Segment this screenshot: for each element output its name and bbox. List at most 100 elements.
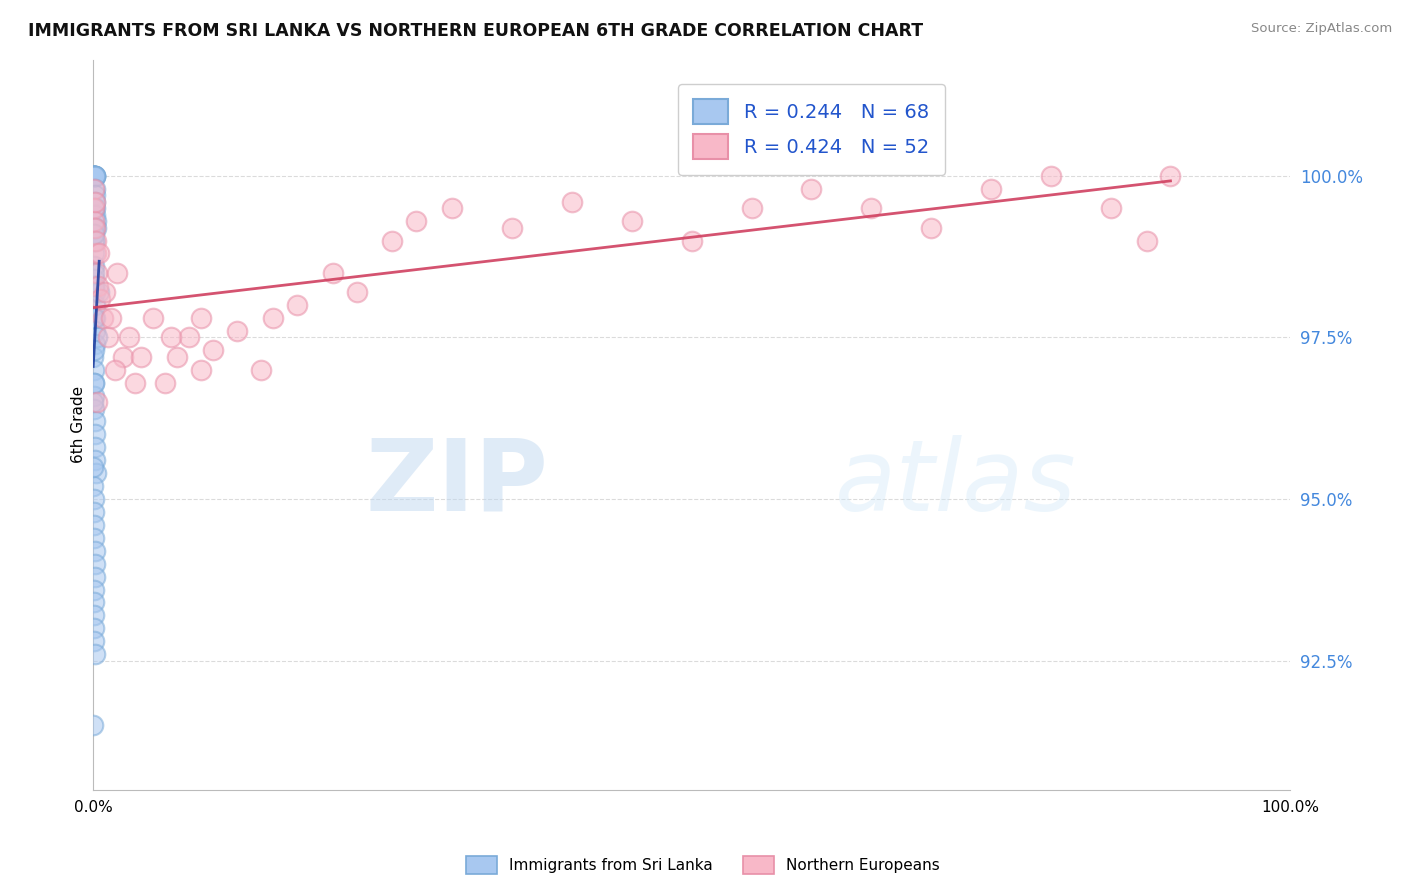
Point [82, 350, 104, 364]
Point [83, 169, 105, 183]
Point [285, 298, 308, 312]
Point [84, 311, 107, 326]
Point [118, 330, 141, 344]
Point [100, 311, 122, 326]
Point [83, 595, 105, 609]
Text: atlas: atlas [835, 434, 1077, 532]
Point [86, 266, 108, 280]
Point [83, 169, 105, 183]
Point [225, 324, 247, 338]
Point [800, 182, 823, 196]
Point [83, 389, 105, 403]
Point [741, 201, 763, 215]
Point [83, 182, 105, 196]
Point [561, 194, 583, 209]
Point [83, 298, 105, 312]
Point [82, 718, 104, 732]
Point [83, 517, 105, 532]
Point [82, 459, 104, 474]
Point [1159, 169, 1181, 183]
Point [83, 169, 105, 183]
Point [84, 234, 107, 248]
Text: Source: ZipAtlas.com: Source: ZipAtlas.com [1251, 22, 1392, 36]
Point [249, 363, 271, 377]
Point [84, 194, 107, 209]
Point [87, 278, 110, 293]
Point [83, 169, 105, 183]
Point [920, 220, 942, 235]
Point [83, 227, 105, 241]
Point [89, 285, 111, 300]
Point [83, 621, 105, 635]
Point [84, 194, 107, 209]
Point [83, 491, 105, 506]
Point [83, 169, 105, 183]
Point [84, 324, 107, 338]
Point [83, 201, 105, 215]
Point [381, 234, 404, 248]
Point [83, 201, 105, 215]
Point [83, 220, 105, 235]
Point [82, 227, 104, 241]
Point [84, 214, 107, 228]
Point [83, 169, 105, 183]
Text: ZIP: ZIP [366, 434, 548, 532]
Point [83, 234, 105, 248]
Point [83, 311, 105, 326]
Point [84, 337, 107, 351]
Point [86, 330, 108, 344]
Point [84, 182, 107, 196]
Point [83, 272, 105, 286]
Point [83, 169, 105, 183]
Point [86, 395, 108, 409]
Legend: Immigrants from Sri Lanka, Northern Europeans: Immigrants from Sri Lanka, Northern Euro… [460, 850, 946, 880]
Point [91, 311, 114, 326]
Point [83, 343, 105, 358]
Point [441, 201, 464, 215]
Text: IMMIGRANTS FROM SRI LANKA VS NORTHERN EUROPEAN 6TH GRADE CORRELATION CHART: IMMIGRANTS FROM SRI LANKA VS NORTHERN EU… [28, 22, 924, 40]
Point [190, 311, 212, 326]
Point [83, 260, 105, 274]
Point [94, 285, 117, 300]
Point [1135, 234, 1157, 248]
Point [83, 543, 105, 558]
Point [84, 569, 107, 583]
Point [83, 531, 105, 545]
Point [83, 169, 105, 183]
Point [83, 214, 105, 228]
Point [83, 220, 105, 235]
Point [83, 582, 105, 597]
Point [83, 169, 105, 183]
Point [153, 376, 176, 390]
Point [82, 169, 104, 183]
Point [346, 285, 368, 300]
Point [83, 401, 105, 416]
Point [166, 350, 188, 364]
Point [84, 466, 107, 480]
Point [84, 188, 107, 202]
Point [83, 647, 105, 661]
Point [83, 363, 105, 377]
Point [980, 182, 1002, 196]
Point [83, 278, 105, 293]
Point [82, 479, 104, 493]
Point [112, 350, 135, 364]
Point [83, 234, 105, 248]
Point [160, 330, 183, 344]
Point [1099, 201, 1122, 215]
Point [89, 246, 111, 260]
Point [84, 246, 107, 260]
Point [84, 220, 107, 235]
Point [84, 208, 107, 222]
Point [83, 169, 105, 183]
Point [681, 234, 703, 248]
Point [83, 557, 105, 571]
Point [104, 363, 127, 377]
Point [96, 330, 118, 344]
Point [322, 266, 344, 280]
Point [83, 634, 105, 648]
Point [620, 214, 643, 228]
Point [83, 266, 105, 280]
Point [129, 350, 152, 364]
Point [405, 214, 427, 228]
